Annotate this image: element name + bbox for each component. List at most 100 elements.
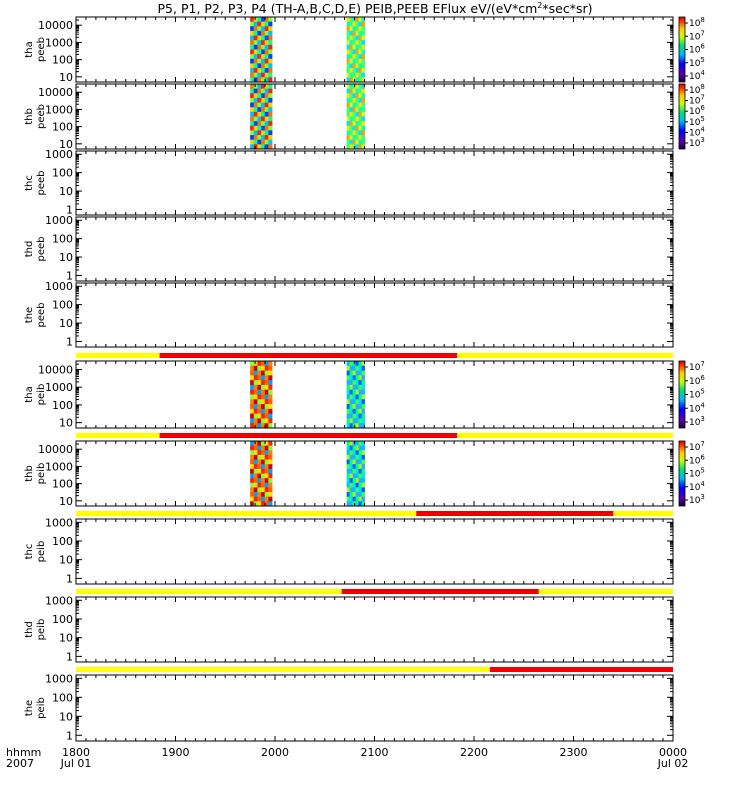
spectrogram-cell	[253, 121, 258, 127]
spectrogram-cell	[253, 365, 258, 371]
spectrogram-cell	[264, 49, 269, 55]
spectrogram-cell	[352, 404, 356, 410]
spectrogram-cell	[268, 389, 273, 395]
spectrogram-cell	[261, 459, 266, 465]
spectrogram-cell	[261, 380, 266, 386]
spectrogram-cell	[361, 478, 365, 484]
spectrogram-cell	[253, 399, 258, 405]
spectrogram-cell	[355, 26, 359, 32]
spectrogram-cell	[361, 17, 365, 23]
spectrogram-cell	[349, 404, 354, 410]
spectrogram-cell	[264, 441, 269, 447]
spectrogram-cell	[358, 399, 362, 405]
spectrogram-cell	[268, 478, 273, 484]
spectrogram-cell	[361, 445, 365, 451]
spectrogram-cell	[253, 445, 258, 451]
burst-2072-2090	[346, 441, 365, 507]
spectrogram-cell	[352, 40, 356, 46]
spectrogram-cell	[268, 93, 273, 99]
spectrogram-cell	[264, 361, 269, 367]
spectrogram-cell	[250, 40, 255, 46]
spectrogram-cell	[257, 454, 262, 460]
spectrogram-cell	[346, 370, 351, 376]
spectrogram-cell	[349, 44, 354, 50]
spectrogram-cell	[361, 93, 365, 99]
spectrogram-cell	[250, 144, 255, 150]
spectrogram-cell	[349, 473, 354, 479]
spectrogram-cell	[349, 423, 354, 429]
spectrogram-cell	[358, 49, 362, 55]
spectrogram-cell	[264, 144, 269, 150]
spectrogram-cell	[352, 408, 356, 415]
spectrogram-cell	[261, 413, 266, 419]
spectrogram-cell	[355, 394, 359, 400]
spectrogram-cell	[268, 459, 273, 465]
y-tick-label: 1000	[45, 460, 73, 473]
spectrogram-cell	[355, 139, 359, 145]
spectrogram-cell	[253, 370, 258, 376]
spectrogram-cell	[250, 63, 255, 69]
spectrogram-cell	[346, 464, 351, 470]
spectrogram-cell	[361, 130, 365, 136]
spectrogram-cell	[346, 40, 351, 46]
spectrogram-cell	[268, 454, 273, 460]
spectrogram-cell	[261, 130, 266, 136]
y-tick-label: 100	[52, 535, 73, 548]
spectrogram-cell	[253, 21, 258, 27]
spectrogram-cell	[257, 35, 262, 41]
spectrogram-cell	[253, 496, 258, 502]
spectrogram-cell	[261, 464, 266, 470]
spectrogram-cell	[253, 413, 258, 419]
spectrogram-cell	[349, 30, 354, 36]
spectrogram-cell	[261, 17, 266, 23]
spectrogram-cell	[355, 404, 359, 410]
y-tick-label: 10000	[38, 86, 73, 99]
colorbar-label: 103	[689, 415, 705, 428]
spectrogram-cell	[253, 93, 258, 99]
spectrogram-cell	[257, 84, 262, 90]
spectrogram-cell	[358, 93, 362, 99]
y-tick-label: 100	[52, 399, 73, 412]
spectrogram-cell	[261, 121, 266, 127]
spectrogram-cell	[361, 144, 365, 150]
spectrogram-cell	[358, 135, 362, 141]
spectrogram-cell	[346, 468, 351, 474]
status-bar-on	[76, 511, 673, 516]
spectrogram-cell	[355, 63, 359, 69]
spectrogram-cell	[355, 441, 359, 447]
spectrogram-cell	[261, 77, 266, 83]
spectrogram-cell	[253, 72, 258, 78]
spectrogram-cell	[352, 399, 356, 405]
x-tick-label: 2200	[460, 746, 488, 759]
y-tick-label: 10	[59, 710, 73, 723]
spectrogram-cell	[358, 361, 362, 367]
spectrogram-cell	[358, 116, 362, 122]
spectrogram-cell	[361, 404, 365, 410]
y-tick-label: 10000	[38, 443, 73, 456]
spectrogram-cell	[358, 365, 362, 371]
spectrogram-cell	[250, 450, 255, 456]
spectrogram-cell	[253, 464, 258, 470]
spectrogram-cell	[264, 97, 269, 103]
spectrogram-cell	[358, 77, 362, 83]
spectrogram-cell	[349, 40, 354, 46]
spectrogram-cell	[261, 492, 266, 498]
spectrogram-cell	[352, 121, 356, 127]
spectrogram-cell	[349, 21, 354, 27]
spectrogram-cell	[253, 375, 258, 381]
spectrogram-cell	[346, 121, 351, 127]
spectrogram-cell	[257, 501, 262, 507]
spectrogram-cell	[346, 17, 351, 23]
spectrogram-cell	[264, 501, 269, 507]
spectrogram-cell	[257, 58, 262, 64]
spectrogram-cell	[346, 58, 351, 64]
spectrogram-cell	[358, 394, 362, 400]
panel-probe-label: the	[24, 700, 35, 716]
spectrogram-cell	[346, 375, 351, 381]
spectrogram-cell	[268, 21, 273, 27]
colorbar-gradient	[678, 440, 686, 507]
spectrogram-cell	[352, 107, 356, 113]
spectrogram-cell	[264, 384, 269, 391]
spectrogram-cell	[261, 135, 266, 141]
